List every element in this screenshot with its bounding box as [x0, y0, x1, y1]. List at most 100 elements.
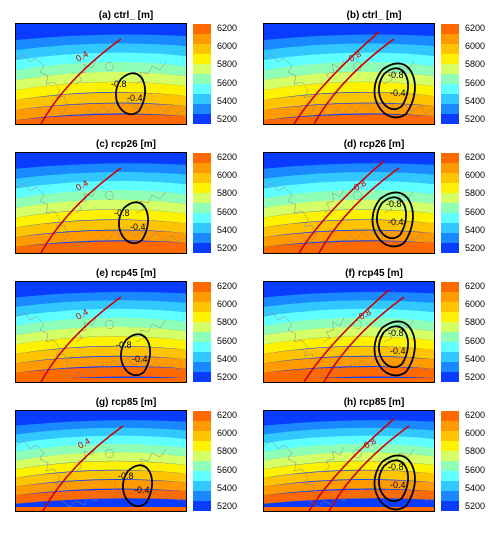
colorbar-tick: 6000 [465, 171, 485, 180]
colorbar-tick: 5600 [465, 466, 485, 475]
colorbar-tick: 6200 [465, 153, 485, 162]
colorbar-segment [441, 372, 459, 382]
colorbar-segment [441, 312, 459, 322]
colorbar-segment [441, 322, 459, 332]
colorbar-tick: 5600 [217, 79, 237, 88]
panel-title: (e) rcp45 [m] [96, 268, 156, 279]
panel-row: 0.4-0.4-0.8620060005800560054005200 [15, 281, 237, 383]
svg-text:-0.4: -0.4 [134, 485, 150, 495]
colorbar-tick: 5800 [217, 318, 237, 327]
colorbar-tick: 6200 [217, 153, 237, 162]
colorbar-tick: 5200 [465, 115, 485, 124]
colorbar-tick: 5800 [465, 318, 485, 327]
colorbar-segment [441, 34, 459, 44]
colorbar-segment [193, 501, 211, 511]
colorbar-tick: 5400 [465, 226, 485, 235]
colorbar-segment [193, 44, 211, 54]
svg-text:-0.8: -0.8 [386, 199, 402, 209]
panel-title: (g) rcp85 [m] [96, 397, 157, 408]
map: 0.4-0.4-0.8 [15, 23, 187, 125]
colorbar-tick: 6000 [465, 429, 485, 438]
colorbar-tick: 5200 [465, 502, 485, 511]
map: 0.8-0.4-0.8 [263, 281, 435, 383]
colorbar-segment [193, 163, 211, 173]
colorbar-segment [441, 104, 459, 114]
colorbar-tick: 5400 [217, 484, 237, 493]
map: 0.4-0.4-0.8 [15, 152, 187, 254]
colorbar-ticks: 620060005800560054005200 [217, 411, 237, 511]
colorbar-tick: 5400 [217, 97, 237, 106]
colorbar-tick: 5200 [465, 244, 485, 253]
colorbar-tick: 5600 [465, 208, 485, 217]
panel-row: 0.8-0.4-0.8620060005800560054005200 [263, 410, 485, 512]
colorbar-segment [193, 352, 211, 362]
colorbar [441, 411, 459, 511]
colorbar-segment [441, 411, 459, 421]
colorbar [193, 282, 211, 382]
colorbar-segment [193, 441, 211, 451]
colorbar-tick: 5400 [217, 355, 237, 364]
colorbar-segment [193, 34, 211, 44]
colorbar-segment [441, 203, 459, 213]
colorbar-tick: 5400 [465, 484, 485, 493]
colorbar-segment [441, 193, 459, 203]
colorbar-segment [193, 114, 211, 124]
colorbar-tick: 5800 [217, 189, 237, 198]
svg-text:-0.4: -0.4 [132, 354, 148, 364]
panel-g: (g) rcp85 [m]0.4-0.4-0.86200600058005600… [5, 397, 247, 512]
colorbar-segment [441, 352, 459, 362]
colorbar-tick: 5600 [217, 466, 237, 475]
colorbar-segment [193, 54, 211, 64]
colorbar-segment [193, 362, 211, 372]
colorbar-segment [193, 233, 211, 243]
colorbar-segment [193, 431, 211, 441]
map: 0.8-0.4-0.8 [263, 152, 435, 254]
svg-text:-0.8: -0.8 [388, 70, 404, 80]
colorbar-tick: 6200 [217, 282, 237, 291]
svg-text:-0.8: -0.8 [118, 471, 134, 481]
colorbar-tick: 5200 [217, 115, 237, 124]
map: 0.8-0.4-0.8 [263, 410, 435, 512]
colorbar-segment [441, 223, 459, 233]
map: 0.8-0.4-0.8 [263, 23, 435, 125]
colorbar-tick: 5800 [465, 189, 485, 198]
colorbar-segment [441, 491, 459, 501]
colorbar-segment [441, 94, 459, 104]
colorbar-tick: 6000 [217, 429, 237, 438]
panel-title: (d) rcp26 [m] [344, 139, 405, 150]
svg-text:-0.4: -0.4 [390, 346, 406, 356]
panel-e: (e) rcp45 [m]0.4-0.4-0.86200600058005600… [5, 268, 247, 383]
colorbar-segment [441, 173, 459, 183]
svg-text:-0.8: -0.8 [114, 208, 130, 218]
colorbar-ticks: 620060005800560054005200 [217, 24, 237, 124]
colorbar-segment [193, 491, 211, 501]
panel-row: 0.4-0.4-0.8620060005800560054005200 [15, 23, 237, 125]
svg-text:-0.4: -0.4 [388, 217, 404, 227]
colorbar-segment [193, 302, 211, 312]
colorbar-segment [193, 173, 211, 183]
colorbar-tick: 5400 [465, 355, 485, 364]
colorbar-tick: 6200 [217, 24, 237, 33]
colorbar-ticks: 620060005800560054005200 [217, 282, 237, 382]
colorbar-tick: 5800 [465, 60, 485, 69]
colorbar-tick: 5400 [465, 97, 485, 106]
colorbar-tick: 5600 [217, 337, 237, 346]
colorbar-segment [441, 461, 459, 471]
colorbar-tick: 5800 [465, 447, 485, 456]
colorbar-segment [441, 421, 459, 431]
svg-text:-0.8: -0.8 [111, 79, 127, 89]
colorbar [441, 24, 459, 124]
svg-text:-0.4: -0.4 [130, 222, 146, 232]
colorbar [193, 153, 211, 253]
svg-text:-0.4: -0.4 [127, 93, 143, 103]
colorbar-segment [193, 94, 211, 104]
colorbar-tick: 6000 [217, 300, 237, 309]
colorbar-tick: 5800 [217, 447, 237, 456]
colorbar-segment [193, 471, 211, 481]
colorbar-segment [441, 302, 459, 312]
colorbar-segment [441, 481, 459, 491]
colorbar-segment [441, 441, 459, 451]
colorbar-segment [193, 243, 211, 253]
colorbar-segment [193, 322, 211, 332]
colorbar-segment [193, 481, 211, 491]
